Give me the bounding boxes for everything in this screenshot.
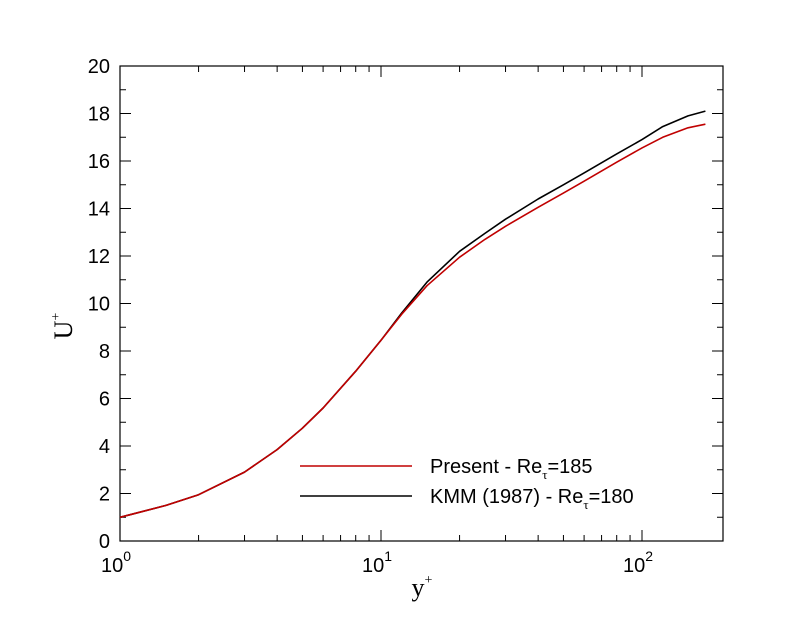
- x-tick-label: 101: [362, 548, 392, 577]
- y-tick-label: 16: [88, 151, 110, 173]
- y-axis-title: U+: [49, 313, 78, 340]
- x-tick-base: 10: [362, 555, 384, 577]
- x-tick-label: 102: [623, 548, 653, 577]
- series-line-kmm: [119, 110, 706, 519]
- y-axis-title-main: U: [49, 320, 78, 339]
- y-tick-label: 8: [99, 341, 110, 363]
- legend-label-kmm: KMM (1987) - Reτ=180: [430, 486, 634, 512]
- series-line-present: [119, 123, 706, 519]
- legend: Present - Reτ=185 KMM (1987) - Reτ=180: [300, 456, 634, 512]
- series-layer: [119, 110, 706, 519]
- x-tick-exponent: 2: [645, 548, 653, 564]
- legend-label-present-name: Present - Re: [430, 456, 542, 478]
- legend-label-kmm-sub: τ: [583, 497, 588, 512]
- legend-label-present-sub: τ: [542, 467, 547, 482]
- y-tick-label: 2: [99, 484, 110, 506]
- y-tick-label: 0: [99, 531, 110, 553]
- x-tick-base: 10: [623, 555, 645, 577]
- y-tick-label: 12: [88, 246, 110, 268]
- y-axis-title-sup: +: [49, 313, 64, 321]
- x-tick-exponent: 0: [123, 548, 131, 564]
- x-axis-title: y+: [412, 573, 433, 602]
- x-axis-title-sup: +: [425, 573, 433, 588]
- x-tick-exponent: 1: [384, 548, 392, 564]
- y-tick-label: 10: [88, 294, 110, 316]
- y-axis-ticks: 0 2 4 6 8 10 12 14 16 18 20: [88, 56, 723, 553]
- legend-label-kmm-suffix: =180: [589, 486, 634, 508]
- x-axis-ticks: 100 101 102: [101, 66, 653, 577]
- y-tick-label: 6: [99, 389, 110, 411]
- y-tick-label: 18: [88, 104, 110, 126]
- plot-area-frame: [119, 65, 724, 542]
- y-tick-label: 4: [99, 436, 110, 458]
- x-tick-base: 10: [101, 555, 123, 577]
- x-tick-label: 100: [101, 548, 131, 577]
- legend-label-kmm-name: KMM (1987) - Re: [430, 486, 583, 508]
- y-tick-label: 20: [88, 56, 110, 78]
- legend-label-present-suffix: =185: [548, 456, 593, 478]
- y-tick-label: 14: [88, 199, 110, 221]
- legend-label-present: Present - Reτ=185: [430, 456, 593, 482]
- x-axis-title-main: y: [412, 573, 425, 602]
